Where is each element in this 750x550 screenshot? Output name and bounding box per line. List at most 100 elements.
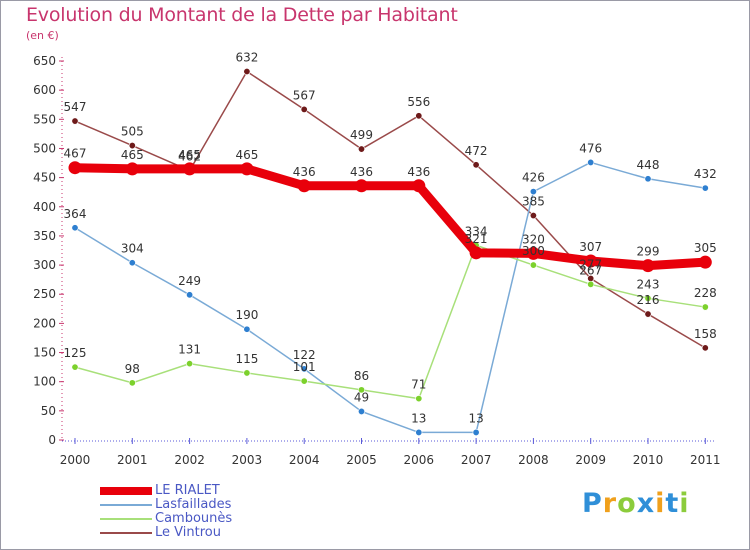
data-label: 465 xyxy=(121,148,144,162)
y-tick-label: 0 xyxy=(48,433,56,447)
data-label: 101 xyxy=(293,360,316,374)
legend-swatch-lasfaillades xyxy=(100,504,152,506)
data-point xyxy=(71,363,79,371)
series-line xyxy=(74,70,707,349)
data-label: 13 xyxy=(411,411,426,425)
data-point xyxy=(243,67,251,75)
legend-label: LE RIALET xyxy=(155,483,220,498)
data-label: 467 xyxy=(64,147,87,161)
legend-label: Cambounès xyxy=(155,511,233,526)
data-point xyxy=(701,344,709,352)
data-point xyxy=(128,142,136,150)
data-label: 125 xyxy=(64,346,87,360)
x-tick-label: 2006 xyxy=(404,453,435,467)
y-tick-label: 550 xyxy=(33,112,56,126)
data-label: 299 xyxy=(637,245,660,259)
data-label: 462 xyxy=(178,150,201,164)
data-label: 426 xyxy=(522,171,545,185)
legend-swatch-le-rialet xyxy=(100,487,152,495)
data-label: 86 xyxy=(354,369,369,383)
logo-letter: P xyxy=(582,488,603,519)
data-label: 304 xyxy=(121,242,144,256)
y-tick-label: 300 xyxy=(33,258,56,272)
y-tick-label: 500 xyxy=(33,141,56,155)
data-point xyxy=(297,179,311,193)
logo-letter: i xyxy=(679,488,690,519)
x-tick-label: 2007 xyxy=(461,453,492,467)
data-label: 216 xyxy=(637,293,660,307)
data-point xyxy=(698,255,712,269)
legend-swatch-cambounes xyxy=(100,518,152,520)
x-tick-label: 2009 xyxy=(575,453,606,467)
logo-letter: o xyxy=(617,488,637,519)
data-label: 305 xyxy=(694,241,717,255)
data-label: 432 xyxy=(694,167,717,181)
data-point xyxy=(472,428,480,436)
data-point xyxy=(186,291,194,299)
x-tick-label: 2010 xyxy=(633,453,664,467)
data-point xyxy=(71,117,79,125)
data-point xyxy=(357,145,365,153)
data-label: 320 xyxy=(522,232,545,246)
x-tick-label: 2008 xyxy=(518,453,549,467)
data-label: 556 xyxy=(407,95,430,109)
data-point xyxy=(240,162,254,176)
data-point xyxy=(128,379,136,387)
data-label: 476 xyxy=(579,141,602,155)
data-point xyxy=(587,158,595,166)
chart-title: Evolution du Montant de la Dette par Hab… xyxy=(26,4,458,26)
data-label: 13 xyxy=(468,411,483,425)
data-label: 385 xyxy=(522,195,545,209)
data-point xyxy=(587,280,595,288)
data-point xyxy=(641,259,655,273)
data-point xyxy=(526,246,540,260)
data-point xyxy=(584,254,598,268)
logo-letter: i xyxy=(655,488,666,519)
y-tick-label: 100 xyxy=(33,375,56,389)
data-point xyxy=(300,377,308,385)
data-label: 98 xyxy=(125,362,140,376)
data-point xyxy=(472,161,480,169)
y-tick-label: 50 xyxy=(41,404,56,418)
data-point xyxy=(186,360,194,368)
legend-swatch-le-vintrou xyxy=(100,532,152,534)
x-tick-label: 2005 xyxy=(346,453,377,467)
y-tick-label: 200 xyxy=(33,316,56,330)
logo-letter: r xyxy=(602,488,618,519)
data-point xyxy=(644,175,652,183)
x-tick-label: 2001 xyxy=(117,453,148,467)
data-label: 158 xyxy=(694,327,717,341)
data-label: 465 xyxy=(178,148,201,162)
data-point xyxy=(68,161,82,175)
data-point xyxy=(644,294,652,302)
proxiti-logo: Proxiti xyxy=(582,488,690,519)
y-tick-label: 450 xyxy=(33,171,56,185)
data-point xyxy=(243,325,251,333)
data-label: 465 xyxy=(235,148,258,162)
data-point xyxy=(701,303,709,311)
data-label: 267 xyxy=(579,263,602,277)
logo-letter: x xyxy=(636,488,656,519)
data-point xyxy=(469,246,483,260)
y-tick-label: 400 xyxy=(33,200,56,214)
data-label: 448 xyxy=(637,158,660,172)
data-point xyxy=(529,188,537,196)
data-point xyxy=(300,105,308,113)
y-tick-label: 250 xyxy=(33,287,56,301)
data-label: 499 xyxy=(350,128,373,142)
series-line xyxy=(74,161,707,434)
data-point xyxy=(529,261,537,269)
data-point xyxy=(71,224,79,232)
x-tick-label: 2003 xyxy=(232,453,263,467)
logo-letter: t xyxy=(665,488,680,519)
data-label: 505 xyxy=(121,125,144,139)
data-label: 334 xyxy=(465,224,488,238)
x-tick-label: 2002 xyxy=(174,453,205,467)
legend-label: Lasfaillades xyxy=(155,497,232,512)
y-tick-label: 350 xyxy=(33,229,56,243)
y-tick-label: 650 xyxy=(33,54,56,68)
data-point xyxy=(183,162,197,176)
data-label: 321 xyxy=(465,232,488,246)
